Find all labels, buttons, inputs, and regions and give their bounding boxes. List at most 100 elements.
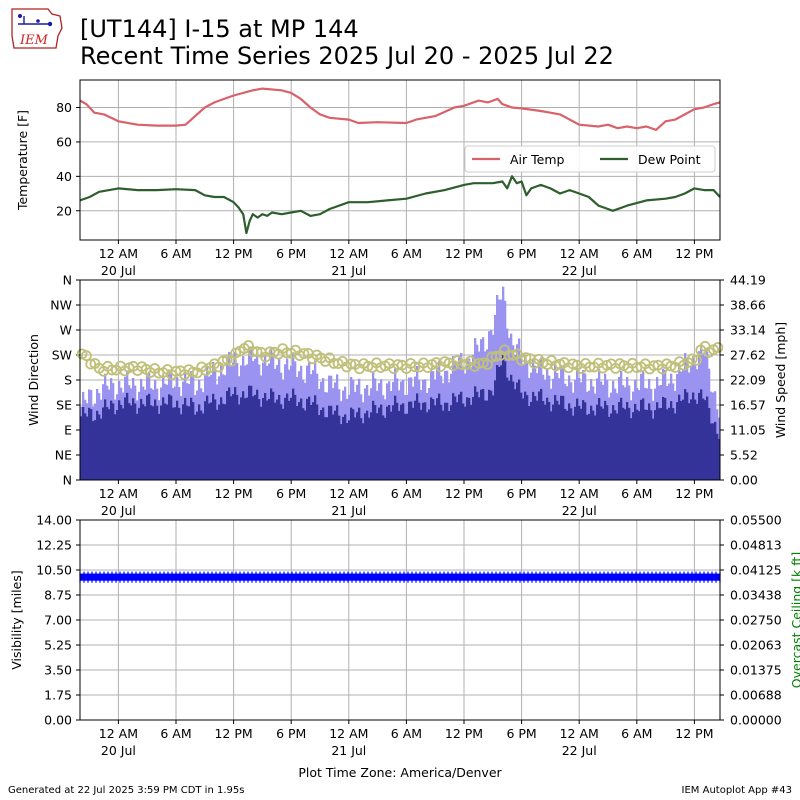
direction-tick-label: NW <box>50 298 72 313</box>
wind-speed-bar <box>264 393 267 480</box>
x-tick-label: 12 AM <box>560 486 599 501</box>
wind-speed-bar <box>420 409 423 480</box>
wind-speed-bar <box>340 424 343 480</box>
x-tick-label: 12 PM <box>675 246 713 261</box>
wind-speed-bar <box>246 397 249 480</box>
wind-speed-bar <box>606 405 609 480</box>
temperature-axis-label: Temperature [F] <box>15 110 30 211</box>
wind-direction-point <box>81 350 92 362</box>
wind-speed-bar <box>388 405 391 480</box>
direction-tick-label: E <box>64 423 72 438</box>
wind-speed-bar <box>284 397 287 480</box>
ceiling-tick-label: 0.04125 <box>730 563 782 578</box>
x-tick-label: 6 PM <box>506 486 536 501</box>
wind-speed-bar <box>504 361 507 480</box>
wind-speed-bar <box>342 416 345 480</box>
wind-direction-point <box>298 348 310 359</box>
wind-speed-bar <box>298 402 301 480</box>
wind-speed-bar <box>462 403 465 480</box>
wind-speed-bar <box>514 389 517 480</box>
wind-speed-bar <box>502 354 505 480</box>
wind-speed-bar <box>584 402 587 480</box>
wind-speed-bar <box>588 413 591 480</box>
wind-speed-bar <box>242 391 245 480</box>
wind-speed-bar <box>334 410 337 480</box>
wind-speed-bar <box>128 403 131 480</box>
wind-speed-bar <box>188 406 191 480</box>
x-tick-label: 6 PM <box>506 246 536 261</box>
wind-speed-bar <box>554 395 557 480</box>
x-tick-date-label: 20 Jul <box>101 263 136 278</box>
speed-tick-label: 22.09 <box>730 373 766 388</box>
x-tick-label: 12 PM <box>675 726 713 741</box>
iem-logo: IEM <box>11 8 63 49</box>
wind-speed-bar <box>488 389 491 480</box>
wind-speed-bar <box>236 395 239 480</box>
wind-speed-bar <box>528 406 531 480</box>
wind-speed-bar <box>210 402 213 480</box>
ceiling-tick-label: 0.04813 <box>730 538 782 553</box>
wind-speed-bar <box>348 420 351 480</box>
wind-speed-bar <box>362 423 365 480</box>
wind-speed-bar <box>622 407 625 480</box>
wind-speed-bar <box>694 399 697 480</box>
x-tick-label: 12 AM <box>99 246 138 261</box>
visibility-tick-label: 10.50 <box>36 563 72 578</box>
wind-speed-bar <box>518 379 521 480</box>
wind-direction-point <box>226 355 237 367</box>
wind-speed-bar <box>138 407 141 480</box>
legend-box <box>464 145 716 173</box>
wind-speed-bar <box>358 407 361 480</box>
wind-direction-point <box>85 358 97 370</box>
wind-speed-bar <box>408 401 411 480</box>
wind-speed-bar <box>428 409 431 480</box>
speed-tick-label: 5.52 <box>730 448 758 463</box>
wind-speed-bar <box>222 403 225 480</box>
x-tick-label: 12 PM <box>214 726 252 741</box>
wind-speed-bar <box>708 408 711 480</box>
wind-speed-bar <box>230 396 233 480</box>
wind-speed-bar <box>696 403 699 480</box>
wind-speed-bar <box>80 416 83 480</box>
wind-speed-bar <box>480 389 483 480</box>
visibility-tick-label: 7.00 <box>44 613 72 628</box>
wind-speed-bar <box>434 405 437 480</box>
wind-speed-bar <box>400 404 403 480</box>
wind-speed-bar <box>560 395 563 480</box>
wind-speed-bar <box>512 381 515 480</box>
wind-speed-bar <box>484 400 487 480</box>
wind-speed-bar <box>370 412 373 480</box>
x-tick-date-label: 22 Jul <box>562 263 597 278</box>
legend-dew-point-label: Dew Point <box>638 152 701 167</box>
wind-speed-bar <box>204 401 207 480</box>
wind-speed-bar <box>88 407 91 480</box>
y-tick-label: 20 <box>56 203 72 218</box>
wind-speed-bar <box>352 409 355 480</box>
wind-speed-bar <box>654 410 657 480</box>
temperature-panel-frame <box>79 79 721 241</box>
wind-direction-point <box>409 361 421 373</box>
x-tick-date-label: 20 Jul <box>101 503 136 518</box>
x-tick-label: 12 PM <box>675 486 713 501</box>
wind-speed-bar <box>466 397 469 480</box>
wind-speed-bar <box>190 397 193 480</box>
wind-speed-bar <box>326 417 329 480</box>
wind-speed-bar <box>630 418 633 480</box>
speed-tick-label: 27.62 <box>730 348 766 363</box>
wind-speed-bar <box>302 408 305 480</box>
x-tick-date-label: 20 Jul <box>101 743 136 758</box>
wind-speed-bar <box>374 405 377 480</box>
wind-speed-bar <box>440 404 443 480</box>
wind-speed-bar <box>186 405 189 480</box>
wind-speed-bar <box>516 382 519 480</box>
wind-speed-bar <box>712 423 715 480</box>
wind-speed-bar <box>344 414 347 480</box>
wind-speed-axis-label: Wind Speed [mph] <box>773 322 788 438</box>
visibility-markers <box>79 571 721 583</box>
speed-tick-label: 16.57 <box>730 398 766 413</box>
wind-speed-bar <box>464 406 467 480</box>
wind-speed-bar <box>704 400 707 480</box>
wind-speed-bar <box>130 405 133 480</box>
x-tick-label: 12 AM <box>329 726 368 741</box>
wind-speed-bar <box>638 411 641 480</box>
